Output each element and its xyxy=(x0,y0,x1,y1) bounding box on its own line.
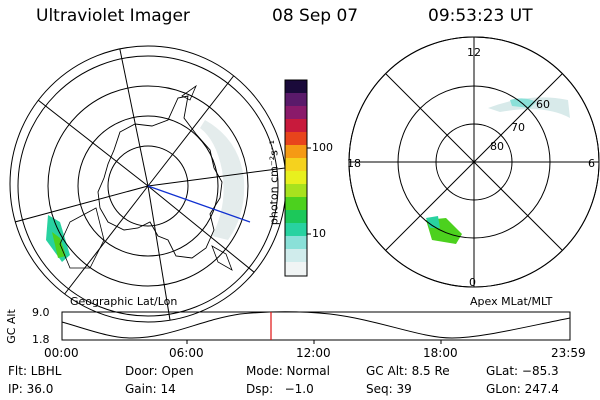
colorbar xyxy=(284,79,311,277)
mlat-label-60: 60 xyxy=(536,98,550,111)
mlat-mlt-plot xyxy=(348,36,600,288)
timeline-ytick-top: 9.0 xyxy=(32,306,50,319)
mlt-label-18: 18 xyxy=(347,157,361,170)
seq-info: Seq: 39 xyxy=(366,382,412,396)
timeline-plot xyxy=(61,311,571,344)
filter-info: Flt: LBHL xyxy=(8,364,62,378)
glon-info: GLon: 247.4 xyxy=(486,382,559,396)
timeline-xtick-1: 06:00 xyxy=(169,346,204,360)
dsp-info: Dsp: −1.0 xyxy=(246,382,314,396)
time-label: 09:53:23 UT xyxy=(428,6,533,26)
timeline-xtick-3: 18:00 xyxy=(423,346,458,360)
mlat-label-70: 70 xyxy=(511,121,525,134)
timeline-axis-title: GC Alt xyxy=(4,309,18,344)
door-info: Door: Open xyxy=(125,364,194,378)
gc-alt-info: GC Alt: 8.5 Re xyxy=(366,364,450,378)
mlt-label-0: 0 xyxy=(469,276,476,289)
glat-info: GLat: −85.3 xyxy=(486,364,559,378)
gain-info: Gain: 14 xyxy=(125,382,176,396)
timeline-xtick-2: 12:00 xyxy=(296,346,331,360)
geographic-map xyxy=(10,46,286,321)
timeline-ytick-bottom: 1.8 xyxy=(32,333,50,346)
mlt-label-6: 6 xyxy=(588,157,595,170)
mode-info: Mode: Normal xyxy=(246,364,330,378)
colorbar-tick-100: 100 xyxy=(312,141,333,154)
apex-caption: Apex MLat/MLT xyxy=(470,295,553,308)
date-label: 08 Sep 07 xyxy=(272,6,359,26)
imager-title: Ultraviolet Imager xyxy=(36,6,190,26)
timeline-xtick-4: 23:59 xyxy=(551,346,586,360)
ip-info: IP: 36.0 xyxy=(8,382,54,396)
timeline-xtick-0: 00:00 xyxy=(44,346,79,360)
sun-direction-line xyxy=(147,185,251,223)
geographic-caption: Geographic Lat/Lon xyxy=(70,295,178,308)
mlat-label-80: 80 xyxy=(490,140,504,153)
colorbar-tick-10: 10 xyxy=(312,227,326,240)
mlt-label-12: 12 xyxy=(467,46,481,59)
colorbar-unit-label: photon cm⁻²s⁻¹ xyxy=(267,139,281,226)
